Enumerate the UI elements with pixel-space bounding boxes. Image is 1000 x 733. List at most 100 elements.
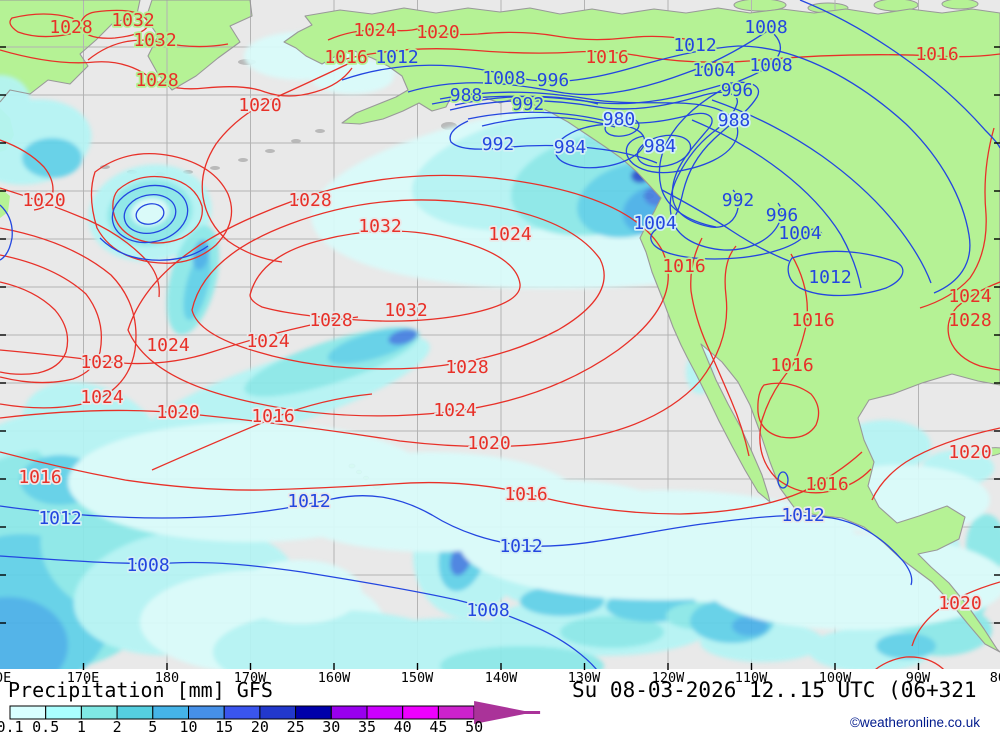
isobar-label-red: 1016 [18,467,61,488]
legend-value: 45 [429,718,447,733]
longitude-label: 170E [67,670,100,686]
isobar-label-red: 1024 [948,286,991,307]
isobar-label-red: 1032 [111,10,154,31]
longitude-label: 160W [318,670,351,686]
isobar-red-layer [0,9,1000,669]
isobar-label-blue: 1008 [466,600,509,621]
isobar-label-blue: 988 [718,110,751,131]
isobar-label-blue: 1012 [781,505,824,526]
isobar-label-blue: 996 [721,80,754,101]
isobar-label-red: 1016 [251,406,294,427]
isobar-label-blue: 1012 [808,267,851,288]
isobar-label-blue: 1008 [749,55,792,76]
isobar-label-blue: 1004 [778,223,821,244]
legend-value: 20 [251,718,269,733]
isobar-label-blue: 1012 [287,491,330,512]
isobar-label-red: 1024 [246,331,289,352]
isobar-label-red: 1016 [324,47,367,68]
isobar-label-blue: 1012 [499,536,542,557]
isobar-label-blue: 1012 [375,47,418,68]
isobar-label-red: 1024 [146,335,189,356]
isobar-label-red: 1028 [288,190,331,211]
isobar-label-red: 1016 [791,310,834,331]
isobar-label-blue: 980 [603,109,636,130]
isobar-label-red: 1020 [948,442,991,463]
longitude-label: 140W [485,670,518,686]
isobar-label-blue: 984 [554,137,587,158]
legend-value: 0.5 [32,718,59,733]
isobar-label-red: 1024 [433,400,476,421]
legend-value: 50 [465,718,483,733]
isobar-label-red: 1020 [156,402,199,423]
legend-overflow-arrow [474,701,533,724]
landmass-siberia [0,0,140,102]
isobar-label-blue: 996 [537,70,570,91]
isobar-blue-layer [0,0,1000,669]
longitude-label: 170W [234,670,267,686]
legend-value: 15 [215,718,233,733]
footer: Precipitation [mm] GFS Su 08-03-2026 12.… [8,678,980,730]
isobar-label-red: 1024 [488,224,531,245]
isobar-label-red: 1028 [80,352,123,373]
isobar-label-red: 1016 [504,484,547,505]
isobar-label-red: 1028 [135,70,178,91]
isobar-label-blue: 992 [722,190,755,211]
longitude-label: 100W [819,670,852,686]
isobar-label-red: 1016 [585,47,628,68]
isobar-label-red: 1020 [238,95,281,116]
legend-value: 10 [179,718,197,733]
longitude-label: 130W [568,670,601,686]
isobar-label-red: 1016 [915,44,958,65]
legend-value: 0.1 [0,718,24,733]
isobar-label-red: 1024 [80,387,123,408]
longitude-label: 90W [906,670,931,686]
legend-value: 25 [287,718,305,733]
isobar-label-red: 1028 [49,17,92,38]
legend-value: 40 [394,718,412,733]
isobar-label-red: 1020 [938,593,981,614]
landmass-chukotka [146,0,252,90]
isobar-label-red: 1028 [948,310,991,331]
isobar-label-red: 1032 [358,216,401,237]
isobar-label-red: 1028 [309,310,352,331]
coastline-layer [0,0,1000,653]
isobar-label-red: 1028 [445,357,488,378]
longitude-label: 80W [990,670,1000,686]
map-datetime: Su 08-03-2026 12..15 UTC (06+321 [572,678,977,702]
isobar-label-red: 1016 [662,256,705,277]
isobar-label-blue: 988 [450,85,483,106]
isobar-label-blue: 1012 [673,35,716,56]
isobar-label-blue: 996 [766,205,799,226]
longitude-axis: 160E 170E 180 170W 160W 150W 140W 130W 120W 110W 1… [0,670,1000,686]
isobar-label-blue: 992 [512,94,545,115]
isobar-label-blue: 1004 [633,213,676,234]
legend-value: 5 [148,718,157,733]
isobar-label-blue: 992 [482,134,515,155]
isobar-label-blue: 1008 [126,555,169,576]
isobar-label-red: 1020 [467,433,510,454]
isobar-label-blue: 1008 [744,17,787,38]
landmass-kuril [0,188,10,218]
isobar-label-red: 1032 [133,30,176,51]
isobar-label-blue: 984 [644,136,677,157]
edge-ticks [0,46,1000,670]
isobar-label-red: 1016 [805,474,848,495]
isobar-label-blue: 1012 [38,508,81,529]
isobar-label-red: 1016 [770,355,813,376]
copyright-link[interactable]: ©weatheronline.co.uk [850,715,980,730]
longitude-label: 120W [652,670,685,686]
legend-value: 35 [358,718,376,733]
isobar-label-blue: 1004 [692,60,735,81]
legend-value: 2 [113,718,122,733]
longitude-label: 160E [0,670,11,686]
precipitation-legend: 0.1 0.5 1 2 5 10 15 20 25 30 35 40 45 50 [0,701,541,733]
longitude-label: 180 [155,670,179,686]
isobar-label-red: 1020 [22,190,65,211]
longitude-label: 110W [735,670,768,686]
legend-value: 1 [77,718,86,733]
map-title: Precipitation [mm] GFS [8,678,273,702]
isobar-label-red: 1032 [384,300,427,321]
